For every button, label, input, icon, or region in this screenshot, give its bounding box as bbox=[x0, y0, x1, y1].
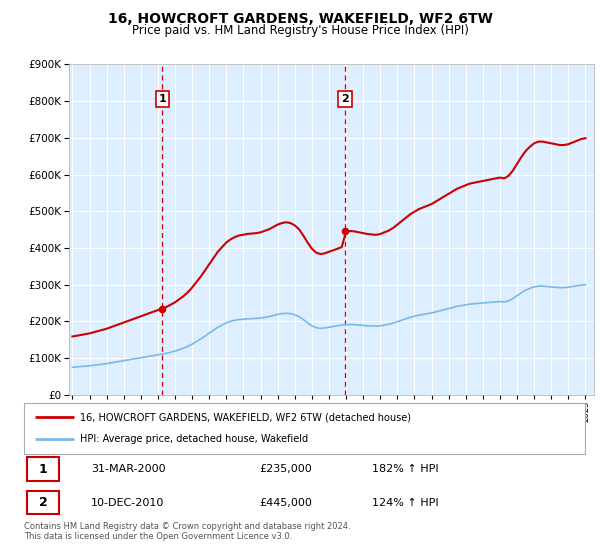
Text: 182% ↑ HPI: 182% ↑ HPI bbox=[372, 464, 439, 474]
Text: Price paid vs. HM Land Registry's House Price Index (HPI): Price paid vs. HM Land Registry's House … bbox=[131, 24, 469, 37]
Text: 10-DEC-2010: 10-DEC-2010 bbox=[91, 497, 164, 507]
Text: 1: 1 bbox=[38, 463, 47, 475]
FancyBboxPatch shape bbox=[27, 458, 59, 480]
Text: 31-MAR-2000: 31-MAR-2000 bbox=[91, 464, 166, 474]
Text: HPI: Average price, detached house, Wakefield: HPI: Average price, detached house, Wake… bbox=[80, 435, 308, 445]
Text: 2: 2 bbox=[38, 496, 47, 509]
Text: 124% ↑ HPI: 124% ↑ HPI bbox=[372, 497, 439, 507]
Text: £235,000: £235,000 bbox=[260, 464, 313, 474]
FancyBboxPatch shape bbox=[24, 403, 585, 454]
Text: Contains HM Land Registry data © Crown copyright and database right 2024.
This d: Contains HM Land Registry data © Crown c… bbox=[24, 522, 350, 542]
Text: 16, HOWCROFT GARDENS, WAKEFIELD, WF2 6TW: 16, HOWCROFT GARDENS, WAKEFIELD, WF2 6TW bbox=[107, 12, 493, 26]
FancyBboxPatch shape bbox=[27, 491, 59, 514]
Text: £445,000: £445,000 bbox=[260, 497, 313, 507]
Text: 2: 2 bbox=[341, 94, 349, 104]
Text: 16, HOWCROFT GARDENS, WAKEFIELD, WF2 6TW (detached house): 16, HOWCROFT GARDENS, WAKEFIELD, WF2 6TW… bbox=[80, 412, 411, 422]
Text: 1: 1 bbox=[158, 94, 166, 104]
